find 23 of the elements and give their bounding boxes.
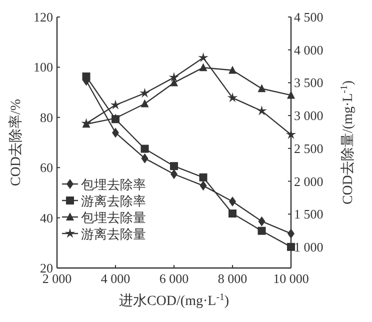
x-tick-label: 6 000 [159,271,189,286]
y-tick-label: 120 [34,10,53,24]
legend-label: 包埋去除量 [81,210,146,225]
y2-tick-label: 3 000 [294,108,324,124]
y2-tick-label: 4 500 [294,10,324,24]
y-tick-label: 60 [40,160,53,176]
x-tick-label: 8 000 [218,271,248,286]
legend-label: 包埋去除率 [81,177,146,192]
y2-tick-label: 2 000 [294,174,324,189]
y-tick-label: 80 [40,110,53,125]
x-tick-label: 10 000 [273,271,309,286]
y-axis-title: COD去除率/% [8,98,24,186]
x-axis-title: 进水COD/(mg·L$^{-1}$) [118,292,230,309]
x-tick-label: 4 000 [100,271,130,286]
legend-label: 游离去除率 [81,194,146,208]
y-tick-label: 100 [34,60,53,75]
y2-tick-label: 3 500 [294,75,324,90]
legend-label: 游离去除量 [81,226,146,242]
y2-tick-label: 2 500 [294,140,324,156]
y2-tick-label: 1 000 [294,239,324,254]
y2-tick-label: 4 000 [294,42,324,58]
y2-tick-label: 1 500 [294,206,324,222]
y-tick-label: 40 [40,210,53,226]
